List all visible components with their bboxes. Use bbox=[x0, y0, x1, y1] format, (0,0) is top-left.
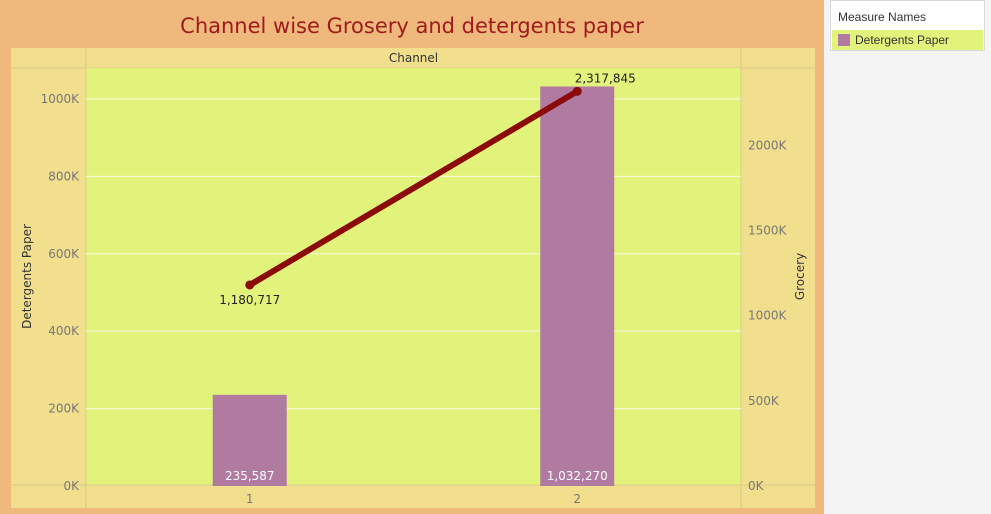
legend-title: Measure Names bbox=[838, 10, 927, 24]
y-right-tick-label: 1500K bbox=[748, 224, 788, 238]
bar bbox=[212, 394, 287, 486]
chart-frame: Channel 0K 200K 400K 600K 800K 1000K 0K 500K 1000… bbox=[11, 48, 815, 508]
y-left-tick-label: 600K bbox=[48, 247, 80, 261]
y-left-tick-label: 200K bbox=[48, 402, 80, 416]
bar bbox=[540, 86, 615, 487]
y-right-axis-title: Grocery bbox=[793, 253, 807, 300]
line-data-label: 2,317,845 bbox=[575, 71, 636, 85]
y-right-tick-label: 500K bbox=[748, 394, 780, 408]
legend: Measure Names Detergents Paper bbox=[830, 0, 985, 51]
line-point bbox=[572, 86, 582, 96]
line-data-label: 1,180,717 bbox=[219, 293, 280, 307]
y-left-tick-label: 800K bbox=[48, 169, 80, 183]
y-left-tick-label: 400K bbox=[48, 324, 80, 338]
y-right-tick-label: 1000K bbox=[748, 309, 788, 323]
bar-data-label: 235,587 bbox=[225, 469, 275, 483]
line-point bbox=[245, 280, 255, 290]
bar-data-label: 1,032,270 bbox=[547, 469, 608, 483]
y-right-tick-label: 0K bbox=[748, 479, 765, 493]
x-tick-label: 2 bbox=[573, 492, 581, 506]
y-left-tick-label: 1000K bbox=[41, 92, 81, 106]
y-left-tick-label: 0K bbox=[63, 479, 80, 493]
y-left-axis-title: Detergents Paper bbox=[20, 224, 34, 329]
legend-item-detergents-paper[interactable]: Detergents Paper bbox=[832, 30, 983, 50]
plot-area bbox=[86, 68, 741, 485]
column-header: Channel bbox=[389, 51, 438, 65]
legend-label: Detergents Paper bbox=[855, 33, 950, 47]
chart-title: Channel wise Grosery and detergents pape… bbox=[180, 14, 644, 38]
line-series bbox=[246, 88, 581, 288]
legend-swatch bbox=[838, 34, 850, 46]
x-tick-label: 1 bbox=[246, 492, 254, 506]
chart-svg: Channel 0K 200K 400K 600K 800K 1000K 0K 500K 1000… bbox=[11, 48, 815, 508]
y-right-tick-label: 2000K bbox=[748, 138, 788, 152]
dashboard: Channel wise Grosery and detergents pape… bbox=[0, 0, 824, 514]
